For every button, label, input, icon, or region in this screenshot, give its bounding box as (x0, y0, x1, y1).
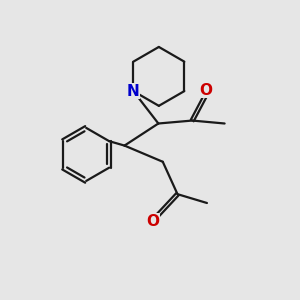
Text: N: N (127, 84, 140, 99)
Text: O: O (199, 83, 212, 98)
Text: O: O (146, 214, 159, 229)
